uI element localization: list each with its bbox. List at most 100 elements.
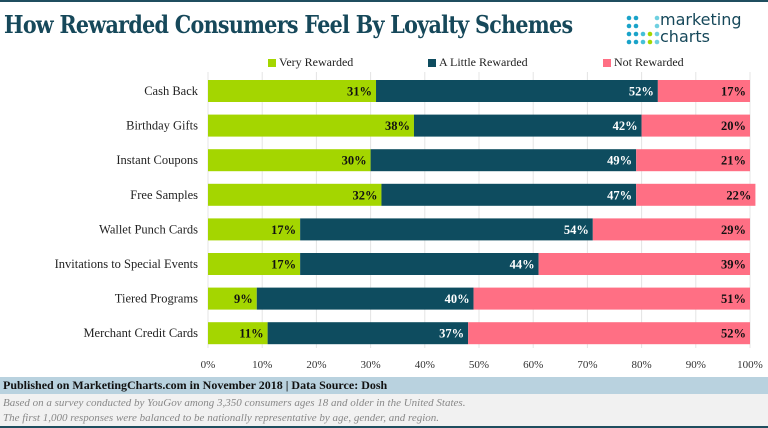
data-label: 31%: [347, 85, 372, 99]
chart-title: How Rewarded Consumers Feel By Loyalty S…: [4, 10, 573, 39]
legend-label: Very Rewarded: [279, 55, 354, 69]
bar-segment: [376, 80, 658, 102]
stacked-bar-chart: 0% 10% 20% 30% 40% 50% 60% 70% 80% 90% 100% Cash Ba…: [55, 72, 763, 371]
footer-notes: Based on a survey conducted by YouGov am…: [0, 394, 768, 428]
bar-segment: [300, 218, 593, 241]
data-label: 40%: [445, 292, 470, 306]
bar-segment: [208, 322, 268, 345]
logo-dot: [633, 23, 639, 29]
data-label: 9%: [234, 292, 253, 306]
bar-segment: [208, 253, 301, 275]
bar-segment: [208, 149, 371, 172]
bar-segment: [300, 253, 539, 275]
data-label: 11%: [239, 327, 263, 341]
logo-dot: [640, 31, 646, 37]
category-label: Birthday Gifts: [126, 119, 198, 133]
bar-segment: [592, 218, 750, 241]
bar-segment: [413, 114, 642, 137]
bar-segment: [267, 322, 469, 345]
bar-segment: [641, 114, 750, 137]
category-label: Wallet Punch Cards: [99, 222, 198, 236]
logo-line2: charts: [660, 27, 710, 46]
data-label: 44%: [510, 258, 535, 272]
x-tick-label: 30%: [361, 359, 381, 371]
data-label: 17%: [271, 258, 296, 272]
logo-dot: [654, 23, 660, 29]
data-label: 38%: [385, 119, 410, 133]
bar-segment: [208, 287, 257, 310]
legend-item-not-rewarded: Not Rewarded: [603, 55, 684, 70]
logo-text: marketing charts: [660, 11, 742, 45]
logo-dot: [654, 39, 660, 45]
logo-dot: [633, 15, 639, 21]
logo-dot: [626, 39, 632, 45]
bar-segment: [370, 149, 637, 172]
data-label: 32%: [352, 188, 377, 202]
x-tick-label: 90%: [686, 359, 706, 371]
logo-dot: [633, 39, 639, 45]
legend: Very Rewarded A Little Rewarded Not Rewa…: [0, 55, 768, 71]
logo-dot: [647, 31, 653, 37]
logo-dot: [640, 39, 646, 45]
legend-label: Not Rewarded: [614, 55, 684, 69]
logo-dot: [633, 31, 639, 37]
category-label: Instant Coupons: [116, 153, 198, 167]
x-tick-label: 40%: [415, 359, 435, 371]
marketingcharts-logo: [626, 15, 660, 45]
data-label: 21%: [721, 154, 746, 168]
data-label: 52%: [721, 327, 746, 341]
logo-dot: [626, 23, 632, 29]
data-label: 49%: [607, 154, 632, 168]
data-label: 52%: [629, 85, 654, 99]
data-label: 17%: [721, 85, 746, 99]
data-label: 20%: [721, 119, 746, 133]
category-label: Tiered Programs: [115, 292, 198, 306]
footer-note-2: The first 1,000 responses were balanced …: [3, 412, 440, 424]
data-label: 22%: [726, 188, 751, 202]
logo-dot: [647, 39, 653, 45]
logo-line1: marketing: [660, 10, 742, 29]
x-tick-label: 80%: [632, 359, 652, 371]
legend-swatch: [603, 58, 611, 67]
footer-note-1: Based on a survey conducted by YouGov am…: [3, 397, 466, 409]
legend-item-a-little-rewarded: A Little Rewarded: [428, 55, 528, 70]
data-label: 29%: [721, 223, 746, 237]
data-label: 47%: [607, 188, 632, 202]
bar-segment: [208, 183, 382, 206]
bar-segment: [256, 287, 474, 310]
logo-dot: [654, 31, 660, 37]
x-tick-label: 100%: [737, 359, 763, 371]
data-label: 30%: [342, 154, 367, 168]
logo-dot: [626, 15, 632, 21]
data-label: 42%: [613, 119, 638, 133]
x-tick-label: 10%: [252, 359, 272, 371]
category-label: Merchant Credit Cards: [83, 326, 198, 340]
category-label: Invitations to Special Events: [55, 257, 199, 271]
data-label: 17%: [271, 223, 296, 237]
bar-segment: [208, 114, 414, 137]
bar-segment: [208, 80, 377, 102]
data-label: 51%: [721, 292, 746, 306]
bar-segment: [381, 183, 637, 206]
x-tick-label: 70%: [577, 359, 597, 371]
legend-swatch: [268, 58, 276, 67]
data-label: 54%: [564, 223, 589, 237]
data-label: 39%: [721, 258, 746, 272]
category-label: Free Samples: [130, 188, 198, 202]
x-tick-label: 20%: [306, 359, 326, 371]
x-tick-label: 50%: [469, 359, 489, 371]
bar-segment: [538, 253, 750, 275]
bar-segment: [473, 287, 750, 310]
bar-segment: [636, 149, 750, 172]
bar-segment: [468, 322, 750, 345]
logo-dot: [654, 15, 660, 21]
footer-published: Published on MarketingCharts.com in Nove…: [0, 377, 768, 394]
x-tick-label: 0%: [201, 359, 216, 371]
legend-swatch: [428, 58, 436, 67]
bar-segment: [208, 218, 301, 241]
legend-item-very-rewarded: Very Rewarded: [268, 55, 353, 70]
bar-segment: [636, 183, 756, 206]
bar-segment: [657, 80, 750, 102]
data-label: 37%: [439, 327, 464, 341]
legend-label: A Little Rewarded: [439, 55, 528, 69]
